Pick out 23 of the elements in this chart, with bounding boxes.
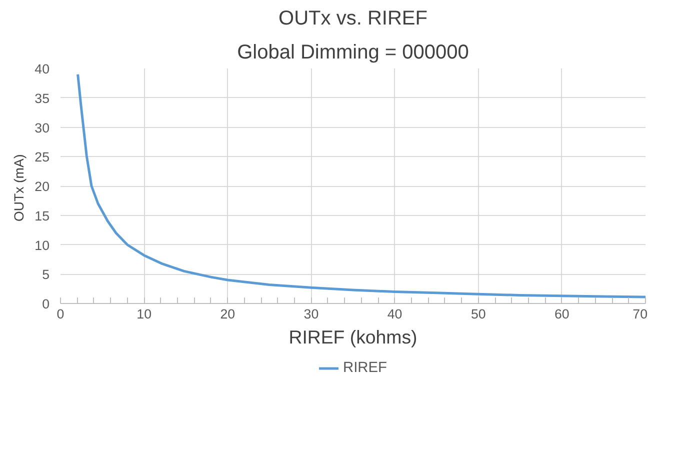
y-tick-label: 15 xyxy=(34,208,50,224)
x-tick-label: 70 xyxy=(632,306,648,322)
x-tick-label: 30 xyxy=(304,306,319,322)
y-tick-label: 10 xyxy=(34,238,50,253)
x-tick-label: 60 xyxy=(554,306,570,322)
line-series xyxy=(76,73,646,298)
y-tick-label: 20 xyxy=(34,179,50,194)
x-tick-label: 20 xyxy=(220,306,236,322)
chart-title: OUTx vs. RIREF xyxy=(278,8,428,30)
y-tick-label: 30 xyxy=(34,120,50,136)
y-tick-label: 0 xyxy=(42,296,50,312)
y-tick-label: 40 xyxy=(34,62,50,76)
x-tick-label: 40 xyxy=(387,306,402,322)
y-tick-label: 25 xyxy=(34,150,50,165)
x-tick-label: 0 xyxy=(56,306,64,322)
x-tick-label: 50 xyxy=(470,306,486,322)
x-axis-title: RIREF (kohms) xyxy=(288,326,418,348)
chart-subtitle: Global Dimming = 000000 xyxy=(237,42,469,64)
x-tick-label: 10 xyxy=(136,306,152,322)
y-tick-label: 35 xyxy=(34,90,50,106)
y-tick-label: 5 xyxy=(42,267,50,282)
y-axis-title: OUTx (mA) xyxy=(12,154,27,222)
legend-label: RIREF xyxy=(343,360,387,376)
